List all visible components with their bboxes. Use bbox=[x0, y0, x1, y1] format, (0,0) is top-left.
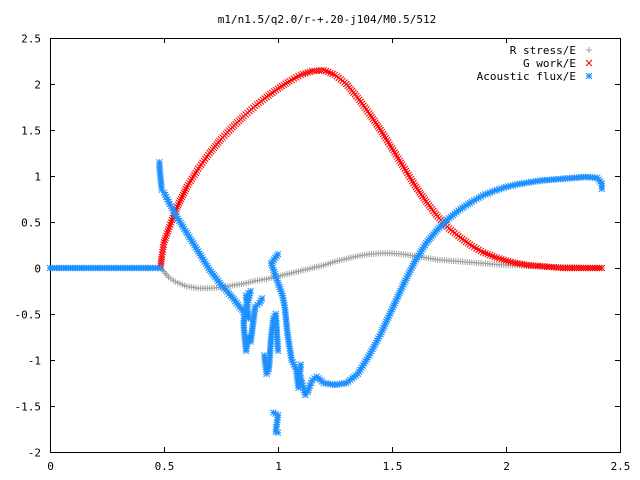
y-tick-label: -0.5 bbox=[15, 309, 42, 322]
legend-label: R stress/E bbox=[510, 44, 576, 57]
chart-title: m1/n1.5/q2.0/r-+.20-j104/M0.5/512 bbox=[218, 13, 437, 26]
data-point bbox=[598, 264, 606, 272]
data-point bbox=[162, 234, 169, 242]
data-point bbox=[498, 255, 505, 263]
y-tick-label: -1.5 bbox=[15, 401, 42, 414]
data-point bbox=[484, 250, 492, 258]
data-point bbox=[297, 71, 305, 79]
series-1 bbox=[157, 66, 606, 272]
data-point bbox=[274, 429, 282, 437]
data-point bbox=[163, 230, 171, 238]
x-tick-label: 2.5 bbox=[611, 460, 631, 473]
legend-marker bbox=[585, 72, 593, 80]
data-point bbox=[161, 236, 169, 244]
data-point bbox=[598, 185, 606, 193]
y-tick-label: 0.5 bbox=[21, 217, 41, 230]
data-point bbox=[263, 370, 270, 378]
y-tick-label: 0 bbox=[34, 263, 41, 276]
data-point bbox=[168, 216, 176, 224]
data-point bbox=[194, 248, 202, 255]
data-point bbox=[182, 185, 190, 193]
x-tick-label: 2 bbox=[503, 460, 510, 473]
data-point bbox=[166, 223, 173, 231]
data-point bbox=[482, 249, 489, 257]
y-tick-label: 2 bbox=[34, 79, 41, 92]
data-point bbox=[166, 221, 174, 229]
data-point bbox=[302, 69, 309, 77]
data-point bbox=[596, 264, 603, 272]
plot-frame bbox=[50, 38, 621, 453]
data-point bbox=[371, 341, 379, 349]
y-tick-label: 1.5 bbox=[21, 125, 41, 138]
data-point bbox=[174, 201, 182, 209]
y-tick-label: 1 bbox=[34, 171, 41, 184]
data-point bbox=[165, 226, 172, 233]
data-point bbox=[327, 69, 334, 77]
series-0 bbox=[157, 250, 605, 292]
legend-marker bbox=[585, 59, 593, 67]
data-point bbox=[488, 252, 496, 260]
data-point bbox=[258, 295, 266, 302]
data-point bbox=[175, 199, 183, 207]
data-point bbox=[179, 191, 187, 199]
data-point bbox=[177, 195, 185, 203]
x-tick-label: 0.5 bbox=[155, 460, 175, 473]
data-point bbox=[401, 279, 408, 286]
legend-label: Acoustic flux/E bbox=[477, 70, 576, 83]
data-point bbox=[167, 219, 175, 226]
data-point bbox=[274, 347, 282, 355]
series-layer bbox=[46, 66, 606, 437]
data-point bbox=[491, 253, 498, 261]
data-point bbox=[290, 361, 298, 368]
data-point bbox=[329, 70, 337, 78]
data-point bbox=[176, 197, 184, 205]
x-tick-label: 1.5 bbox=[383, 460, 403, 473]
data-point bbox=[297, 361, 305, 368]
data-point bbox=[157, 264, 164, 272]
data-point bbox=[304, 69, 311, 76]
y-tick-label: 2.5 bbox=[21, 33, 41, 46]
y-tick-label: -2 bbox=[28, 447, 41, 460]
data-point bbox=[486, 251, 494, 259]
data-point bbox=[322, 67, 330, 75]
data-point bbox=[162, 232, 170, 240]
data-point bbox=[493, 254, 501, 262]
data-point bbox=[173, 203, 181, 211]
x-tick-label: 0 bbox=[47, 460, 54, 473]
data-point bbox=[415, 252, 422, 259]
legend-marker bbox=[586, 47, 592, 53]
data-point bbox=[164, 228, 172, 235]
data-point bbox=[178, 193, 186, 201]
y-tick-label: -1 bbox=[28, 355, 41, 368]
data-point bbox=[181, 187, 189, 195]
legend-label: G work/E bbox=[523, 57, 576, 70]
series-2 bbox=[46, 158, 606, 437]
x-tick-label: 1 bbox=[275, 460, 282, 473]
data-point bbox=[479, 249, 487, 256]
data-point bbox=[160, 238, 168, 246]
axis-ticks: 0 0.5 1 1.5 2 2.5 2.5 2 1.5 1 0.5 0 -0.5 -1 -1.5 -2 bbox=[15, 33, 631, 474]
data-point bbox=[495, 255, 503, 262]
data-point bbox=[324, 68, 332, 76]
data-point bbox=[180, 189, 188, 197]
data-point bbox=[299, 70, 307, 78]
data-point bbox=[320, 66, 327, 74]
data-point bbox=[500, 256, 508, 264]
